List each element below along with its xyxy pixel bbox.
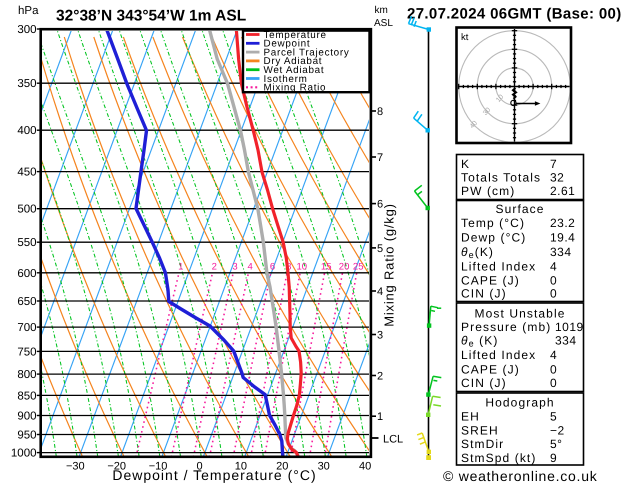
svg-text:−20: −20: [107, 461, 126, 473]
svg-text:30: 30: [482, 106, 492, 116]
svg-text:0: 0: [550, 376, 557, 390]
svg-text:Temperature: Temperature: [264, 30, 327, 41]
svg-text:−30: −30: [66, 461, 85, 473]
svg-text:Temp (°C): Temp (°C): [461, 216, 525, 230]
svg-text:334: 334: [555, 333, 577, 347]
svg-text:ASL: ASL: [374, 18, 393, 29]
svg-text:7: 7: [550, 157, 557, 171]
svg-text:450: 450: [17, 167, 36, 179]
svg-text:Surface: Surface: [495, 202, 544, 216]
svg-text:19.4: 19.4: [550, 231, 575, 245]
svg-text:8: 8: [377, 106, 383, 118]
svg-text:2: 2: [212, 262, 217, 273]
svg-text:10: 10: [495, 93, 505, 103]
svg-text:25: 25: [353, 262, 364, 273]
svg-text:© weatheronline.co.uk: © weatheronline.co.uk: [443, 468, 598, 484]
svg-text:600: 600: [17, 268, 36, 280]
svg-text:300: 300: [17, 24, 36, 36]
svg-text:LCL: LCL: [383, 434, 403, 446]
svg-text:800: 800: [17, 369, 36, 381]
svg-text:5: 5: [550, 410, 557, 424]
svg-text:4: 4: [248, 262, 253, 273]
svg-text:40: 40: [469, 120, 479, 130]
svg-text:Pressure (mb): Pressure (mb): [461, 320, 551, 334]
svg-text:−2: −2: [550, 424, 565, 438]
svg-text:θe (K): θe (K): [461, 333, 498, 348]
svg-text:Totals Totals: Totals Totals: [461, 171, 541, 185]
svg-text:Most Unstable: Most Unstable: [475, 307, 566, 321]
svg-text:Lifted Index: Lifted Index: [461, 260, 536, 274]
svg-text:650: 650: [17, 296, 36, 308]
svg-text:Wet Adiabat: Wet Adiabat: [264, 65, 325, 76]
svg-text:6: 6: [270, 262, 275, 273]
svg-text:CAPE (J): CAPE (J): [461, 363, 520, 377]
svg-text:4: 4: [377, 286, 383, 298]
svg-text:StmDir: StmDir: [461, 437, 504, 451]
svg-text:32°38’N 343°54’W 1m ASL: 32°38’N 343°54’W 1m ASL: [56, 8, 246, 25]
svg-text:km: km: [375, 5, 388, 16]
svg-text:0: 0: [550, 274, 557, 288]
svg-text:2.61: 2.61: [550, 184, 575, 198]
svg-text:9: 9: [550, 451, 557, 465]
svg-text:2: 2: [377, 371, 383, 383]
svg-text:Mixing Ratio (g/kg): Mixing Ratio (g/kg): [382, 203, 397, 327]
svg-text:CIN (J): CIN (J): [461, 287, 507, 301]
svg-text:20: 20: [339, 262, 350, 273]
svg-text:1000: 1000: [11, 448, 37, 460]
svg-text:kt: kt: [461, 32, 469, 43]
svg-text:1: 1: [377, 411, 383, 423]
svg-text:700: 700: [17, 322, 36, 334]
svg-text:750: 750: [17, 346, 36, 358]
svg-text:32: 32: [550, 171, 564, 185]
svg-text:23.2: 23.2: [550, 216, 575, 230]
svg-text:15: 15: [321, 262, 332, 273]
svg-text:400: 400: [17, 125, 36, 137]
svg-text:K: K: [461, 157, 470, 171]
svg-text:5°: 5°: [550, 437, 562, 451]
svg-text:θe(K): θe(K): [461, 245, 494, 260]
svg-text:1: 1: [178, 262, 183, 273]
svg-text:hPa: hPa: [18, 5, 39, 17]
svg-text:Dry Adiabat: Dry Adiabat: [264, 56, 323, 67]
svg-text:−10: −10: [149, 461, 168, 473]
svg-text:5: 5: [377, 243, 383, 255]
svg-text:Dewp (°C): Dewp (°C): [461, 231, 526, 245]
svg-text:CIN (J): CIN (J): [461, 376, 507, 390]
svg-text:PW (cm): PW (cm): [461, 184, 515, 198]
svg-text:500: 500: [17, 204, 36, 216]
svg-text:0: 0: [550, 287, 557, 301]
svg-text:StmSpd (kt): StmSpd (kt): [461, 451, 536, 465]
svg-text:334: 334: [550, 245, 572, 259]
svg-text:Isotherm: Isotherm: [264, 74, 308, 85]
svg-text:Parcel Trajectory: Parcel Trajectory: [264, 47, 350, 58]
svg-text:27.07.2024 06GMT (Base: 00): 27.07.2024 06GMT (Base: 00): [407, 6, 622, 23]
svg-text:Dewpoint / Temperature (°C): Dewpoint / Temperature (°C): [112, 467, 316, 483]
svg-text:7: 7: [377, 152, 383, 164]
svg-text:350: 350: [17, 78, 36, 90]
svg-text:3: 3: [377, 330, 383, 342]
svg-text:Mixing Ratio: Mixing Ratio: [264, 83, 327, 94]
svg-text:20: 20: [276, 461, 288, 473]
svg-text:900: 900: [17, 411, 36, 423]
svg-text:4: 4: [550, 348, 557, 362]
svg-text:EH: EH: [461, 410, 480, 424]
svg-text:Hodograph: Hodograph: [485, 396, 554, 410]
svg-text:10: 10: [235, 461, 247, 473]
svg-text:0: 0: [196, 461, 202, 473]
svg-text:1019: 1019: [555, 320, 584, 334]
svg-text:0: 0: [550, 363, 557, 377]
svg-text:6: 6: [377, 199, 383, 211]
svg-text:30: 30: [318, 461, 330, 473]
svg-text:Lifted Index: Lifted Index: [461, 348, 536, 362]
svg-text:SREH: SREH: [461, 424, 499, 438]
svg-text:850: 850: [17, 390, 36, 402]
svg-text:4: 4: [550, 260, 557, 274]
svg-text:10: 10: [297, 262, 308, 273]
svg-text:40: 40: [359, 461, 371, 473]
svg-text:Dewpoint: Dewpoint: [264, 39, 311, 50]
svg-text:3: 3: [232, 262, 237, 273]
svg-text:550: 550: [17, 237, 36, 249]
svg-text:950: 950: [17, 430, 36, 442]
svg-text:CAPE (J): CAPE (J): [461, 274, 520, 288]
